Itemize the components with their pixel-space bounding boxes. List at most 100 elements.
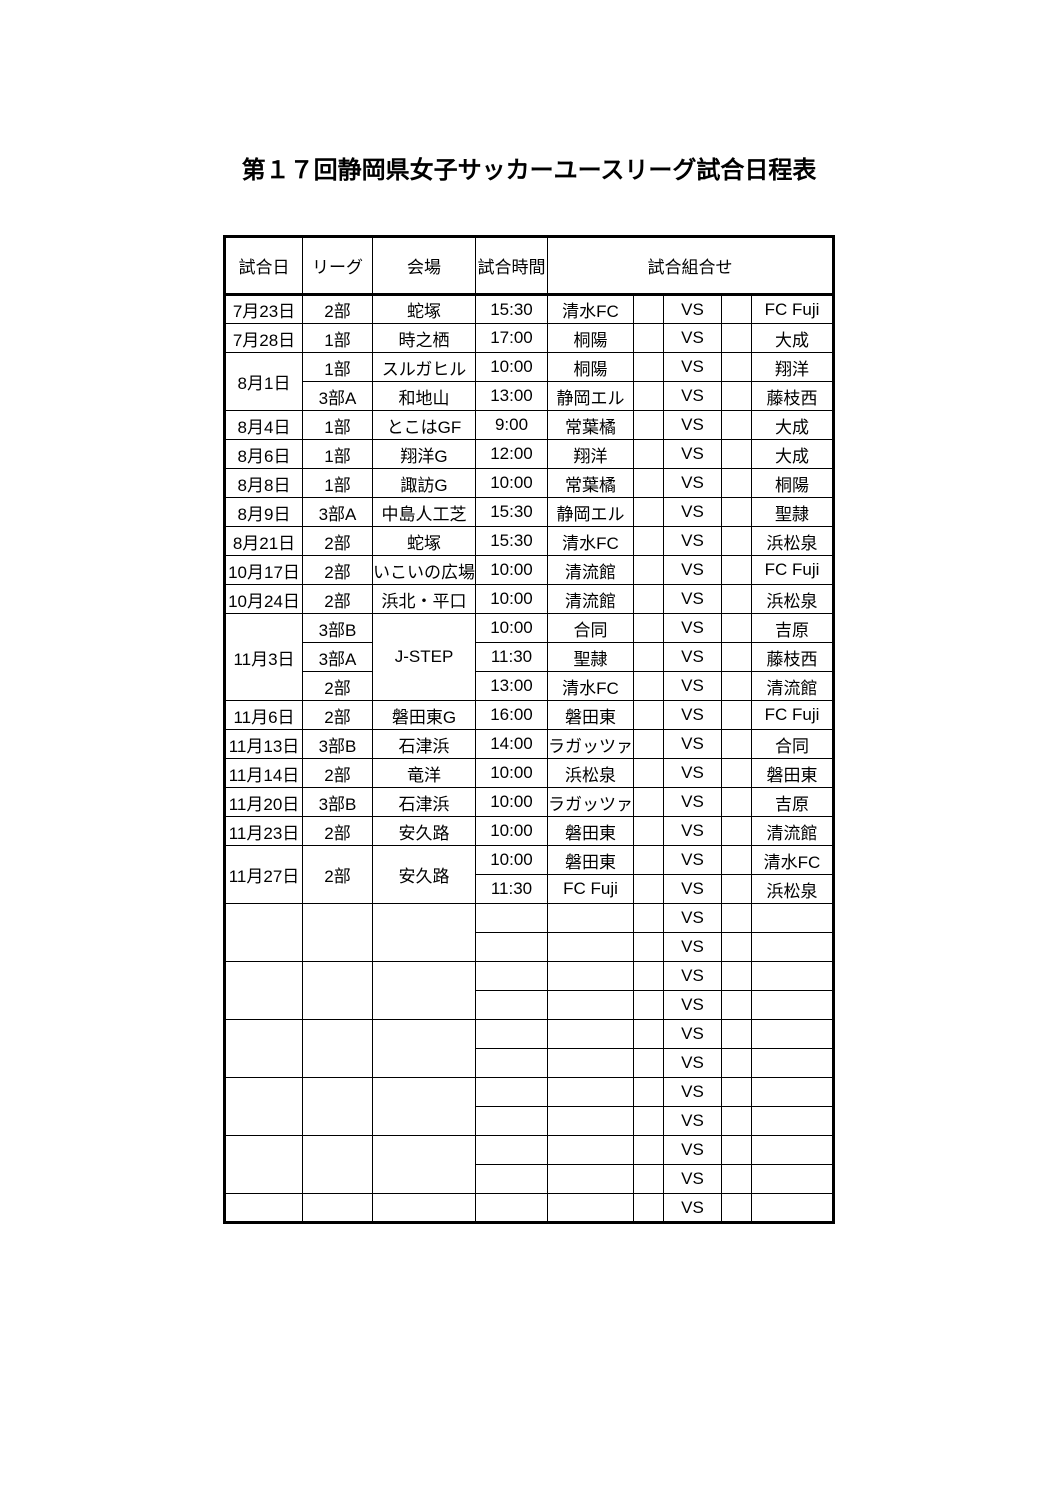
cell: 常葉橘: [548, 469, 634, 498]
cell: FC Fuji: [752, 295, 834, 324]
cell: VS: [664, 353, 722, 382]
cell: 7月23日: [225, 295, 303, 324]
cell: 16:00: [476, 701, 548, 730]
cell: [722, 701, 752, 730]
cell: [373, 1136, 476, 1194]
header-league: リーグ: [303, 237, 373, 295]
cell: 浜松泉: [752, 875, 834, 904]
cell: 10:00: [476, 846, 548, 875]
cell: 大成: [752, 411, 834, 440]
cell: 2部: [303, 556, 373, 585]
cell: [752, 1194, 834, 1223]
header-time: 試合時間: [476, 237, 548, 295]
cell: [476, 904, 548, 933]
cell: 13:00: [476, 672, 548, 701]
cell: VS: [664, 1049, 722, 1078]
cell: ラガッツァ: [548, 730, 634, 759]
schedule-table: 試合日 リーグ 会場 試合時間 試合組合せ 7月23日2部蛇塚15:30清水FC…: [223, 235, 835, 1224]
cell: [548, 991, 634, 1020]
cell: 10:00: [476, 759, 548, 788]
cell: [634, 440, 664, 469]
table-row: 3部A和地山13:00静岡エルVS藤枝西: [225, 382, 834, 411]
cell: [373, 1020, 476, 1078]
cell: [373, 962, 476, 1020]
cell: [752, 1020, 834, 1049]
cell: 11月3日: [225, 614, 303, 701]
cell: [476, 1107, 548, 1136]
cell: [634, 469, 664, 498]
header-venue: 会場: [373, 237, 476, 295]
cell: 静岡エル: [548, 382, 634, 411]
table-row: 3部A11:30聖隷VS藤枝西: [225, 643, 834, 672]
cell: FC Fuji: [752, 556, 834, 585]
cell: [634, 962, 664, 991]
table-row: VS: [225, 1020, 834, 1049]
cell: [722, 730, 752, 759]
cell: [634, 353, 664, 382]
cell: VS: [664, 1136, 722, 1165]
cell: [722, 672, 752, 701]
cell: 清水FC: [752, 846, 834, 875]
table-row: 8月6日1部翔洋G12:00翔洋VS大成: [225, 440, 834, 469]
cell: 13:00: [476, 382, 548, 411]
cell: 11月27日: [225, 846, 303, 904]
cell: 2部: [303, 672, 373, 701]
cell: 時之栖: [373, 324, 476, 353]
cell: 3部A: [303, 498, 373, 527]
cell: 3部A: [303, 382, 373, 411]
cell: 15:30: [476, 498, 548, 527]
cell: 2部: [303, 527, 373, 556]
cell: [634, 527, 664, 556]
cell: 8月1日: [225, 353, 303, 411]
cell: [634, 1107, 664, 1136]
cell: [722, 962, 752, 991]
cell: 11月20日: [225, 788, 303, 817]
cell: 翔洋: [752, 353, 834, 382]
cell: 大成: [752, 440, 834, 469]
cell: 蛇塚: [373, 295, 476, 324]
cell: [548, 904, 634, 933]
cell: [476, 1049, 548, 1078]
cell: 聖隷: [752, 498, 834, 527]
cell: 10:00: [476, 353, 548, 382]
cell: いこいの広場: [373, 556, 476, 585]
cell: VS: [664, 498, 722, 527]
cell: 聖隷: [548, 643, 634, 672]
cell: [722, 585, 752, 614]
cell: 15:30: [476, 295, 548, 324]
cell: [476, 1136, 548, 1165]
table-row: 11月13日3部B石津浜14:00ラガッツァVS合同: [225, 730, 834, 759]
cell: [752, 962, 834, 991]
cell: [303, 904, 373, 962]
cell: VS: [664, 295, 722, 324]
cell: 1部: [303, 469, 373, 498]
cell: [634, 324, 664, 353]
cell: [634, 498, 664, 527]
cell: 桐陽: [752, 469, 834, 498]
table-row: 8月1日1部スルガヒル10:00桐陽VS翔洋: [225, 353, 834, 382]
cell: VS: [664, 527, 722, 556]
cell: [722, 1049, 752, 1078]
cell: [722, 1020, 752, 1049]
cell: [722, 846, 752, 875]
cell: 11月23日: [225, 817, 303, 846]
table-row: 7月28日1部時之栖17:00桐陽VS大成: [225, 324, 834, 353]
cell: [752, 1165, 834, 1194]
cell: [722, 759, 752, 788]
cell: FC Fuji: [752, 701, 834, 730]
table-row: 10月17日2部いこいの広場10:00清流館VSFC Fuji: [225, 556, 834, 585]
cell: [303, 1078, 373, 1136]
cell: [634, 904, 664, 933]
cell: [634, 614, 664, 643]
cell: [722, 991, 752, 1020]
cell: 竜洋: [373, 759, 476, 788]
table-row: 7月23日2部蛇塚15:30清水FCVSFC Fuji: [225, 295, 834, 324]
cell: [722, 1194, 752, 1223]
cell: [548, 933, 634, 962]
cell: [634, 1078, 664, 1107]
cell: [476, 991, 548, 1020]
cell: [722, 933, 752, 962]
header-date: 試合日: [225, 237, 303, 295]
cell: [752, 1107, 834, 1136]
cell: [722, 614, 752, 643]
